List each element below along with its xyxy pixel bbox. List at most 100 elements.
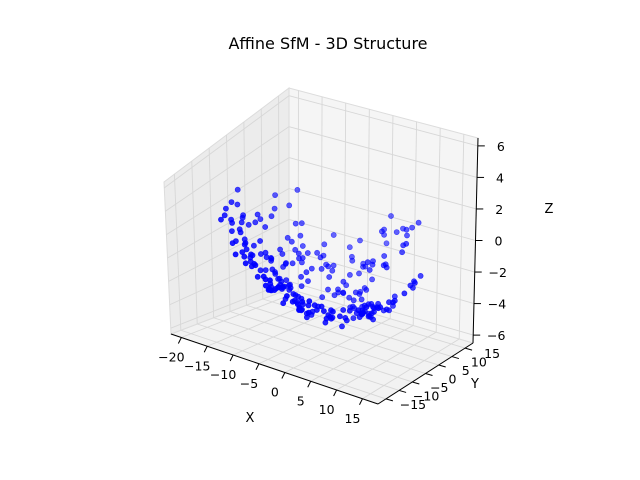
data-point bbox=[364, 259, 371, 266]
data-point bbox=[366, 267, 373, 273]
data-point bbox=[241, 253, 248, 260]
data-point bbox=[275, 283, 282, 290]
data-point bbox=[358, 296, 365, 303]
data-point bbox=[407, 282, 414, 289]
data-point bbox=[320, 308, 327, 314]
data-point bbox=[415, 219, 422, 226]
data-point bbox=[319, 294, 326, 301]
data-point bbox=[243, 246, 250, 253]
data-point bbox=[298, 283, 305, 289]
data-point bbox=[303, 269, 310, 276]
x-tick-label: −10 bbox=[210, 367, 236, 382]
data-point bbox=[269, 266, 276, 273]
data-point bbox=[263, 254, 270, 261]
y-tick-label: −10 bbox=[413, 388, 439, 403]
z-grid-back bbox=[288, 95, 478, 147]
data-point bbox=[250, 242, 257, 249]
data-point bbox=[292, 292, 299, 298]
data-point bbox=[386, 299, 392, 306]
data-point bbox=[329, 308, 336, 315]
y-tick-label: −15 bbox=[400, 397, 426, 412]
data-point bbox=[325, 312, 332, 319]
data-point bbox=[362, 263, 369, 270]
y-tick-mark bbox=[385, 398, 394, 402]
y-tick-label: 10 bbox=[471, 355, 487, 370]
x-tick-mark bbox=[229, 354, 234, 362]
data-point bbox=[375, 305, 382, 312]
z-tick-label: 2 bbox=[495, 202, 503, 217]
data-point bbox=[313, 307, 320, 313]
data-point bbox=[242, 260, 249, 267]
data-point bbox=[280, 300, 287, 307]
data-point bbox=[265, 286, 272, 293]
data-point bbox=[242, 240, 249, 246]
data-point bbox=[289, 298, 296, 305]
data-point bbox=[403, 226, 410, 233]
data-point bbox=[237, 229, 244, 236]
data-point bbox=[234, 186, 241, 193]
data-point bbox=[350, 297, 357, 304]
data-point bbox=[228, 228, 235, 234]
data-point bbox=[361, 285, 368, 291]
data-point bbox=[234, 201, 241, 208]
data-point bbox=[228, 199, 235, 205]
data-point bbox=[368, 300, 375, 307]
data-point bbox=[287, 284, 294, 291]
data-point bbox=[222, 205, 229, 212]
x-axis-line bbox=[170, 333, 379, 405]
z-grid-left bbox=[166, 157, 290, 235]
data-point bbox=[370, 316, 376, 323]
data-point bbox=[346, 271, 353, 278]
y-grid-floor bbox=[262, 298, 453, 357]
x-tick-label: 0 bbox=[271, 385, 279, 400]
data-point bbox=[298, 220, 305, 227]
data-point bbox=[411, 279, 418, 286]
data-point bbox=[335, 289, 342, 296]
data-point bbox=[318, 303, 325, 310]
y-tick-mark bbox=[451, 356, 460, 360]
y-grid-floor bbox=[180, 329, 387, 400]
data-point bbox=[388, 213, 394, 219]
data-point bbox=[401, 290, 408, 297]
data-point bbox=[417, 272, 424, 279]
data-point bbox=[257, 251, 264, 257]
data-point bbox=[339, 323, 345, 330]
data-point bbox=[239, 214, 246, 221]
data-point bbox=[404, 232, 410, 239]
data-point bbox=[342, 314, 349, 321]
x-tick-mark bbox=[281, 372, 286, 379]
data-point bbox=[330, 232, 337, 238]
data-point bbox=[272, 192, 278, 198]
data-point bbox=[399, 249, 405, 256]
data-point bbox=[279, 251, 286, 257]
x-tick-mark bbox=[307, 381, 312, 388]
y-tick-mark bbox=[412, 381, 420, 385]
data-point bbox=[346, 307, 353, 314]
data-point bbox=[326, 274, 333, 280]
data-point bbox=[363, 304, 370, 310]
x-tick-label: −15 bbox=[184, 358, 210, 373]
data-point bbox=[296, 304, 303, 311]
data-point bbox=[278, 278, 285, 285]
data-point bbox=[346, 294, 353, 301]
data-point bbox=[383, 306, 390, 313]
data-point bbox=[283, 277, 290, 283]
y-axis-label: Y bbox=[470, 377, 479, 392]
data-point bbox=[350, 315, 357, 322]
z-grid-back bbox=[288, 218, 475, 273]
data-point bbox=[229, 219, 235, 226]
y-tick-label: 0 bbox=[449, 372, 457, 387]
x-tick-mark bbox=[203, 346, 208, 353]
data-point bbox=[296, 255, 302, 262]
data-point bbox=[245, 221, 252, 228]
data-point bbox=[356, 270, 362, 277]
data-point bbox=[325, 263, 332, 270]
data-point bbox=[288, 238, 295, 245]
y-tick-label: 5 bbox=[462, 363, 470, 378]
y-grid-floor bbox=[197, 323, 400, 391]
data-point bbox=[305, 309, 312, 316]
y-tick-label: 15 bbox=[484, 346, 500, 361]
data-point bbox=[357, 237, 363, 244]
